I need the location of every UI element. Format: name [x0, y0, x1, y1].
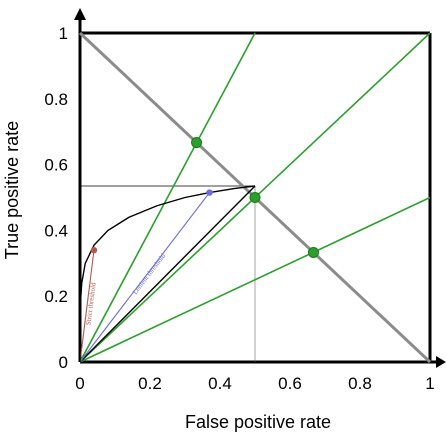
chord-line — [79, 185, 256, 363]
threshold-label-2: Lenient threshold — [131, 252, 168, 296]
y-tick-label: 0.8 — [44, 90, 68, 109]
x-tick-labels: 0 0.2 0.4 0.6 0.8 1 — [75, 374, 434, 393]
x-tick-label: 0.4 — [208, 374, 232, 393]
plot-area: Strict threshold Lenient threshold — [78, 31, 432, 364]
y-axis-arrow — [74, 8, 86, 20]
threshold-point-1 — [90, 246, 98, 254]
axes — [74, 8, 446, 368]
green-line-1 — [79, 32, 256, 363]
x-tick-label: 0.8 — [348, 374, 372, 393]
green-point-1 — [191, 137, 203, 149]
x-tick-label: 0 — [75, 374, 84, 393]
y-tick-labels: 0 0.2 0.4 0.6 0.8 1 — [44, 24, 68, 372]
threshold-label-1: Strict threshold — [84, 282, 97, 326]
y-axis-label: True positive rate — [2, 121, 22, 259]
x-tick-label: 0.6 — [278, 374, 302, 393]
threshold-line-2 — [79, 192, 210, 363]
roc-curve — [79, 185, 256, 362]
x-axis-arrow — [436, 356, 446, 368]
green-line-3 — [79, 196, 431, 363]
x-axis-label: False positive rate — [185, 412, 331, 432]
y-tick-label: 0.6 — [44, 156, 68, 175]
y-tick-label: 0.4 — [44, 221, 68, 240]
x-tick-label: 1 — [425, 374, 434, 393]
y-tick-label: 0 — [59, 353, 68, 372]
green-point-2 — [249, 192, 261, 203]
x-tick-label: 0.2 — [138, 374, 162, 393]
y-tick-label: 0.2 — [44, 287, 68, 306]
threshold-line-1 — [79, 250, 95, 363]
green-point-3 — [307, 246, 319, 258]
y-tick-label: 1 — [59, 24, 68, 43]
threshold-point-2 — [206, 189, 213, 196]
